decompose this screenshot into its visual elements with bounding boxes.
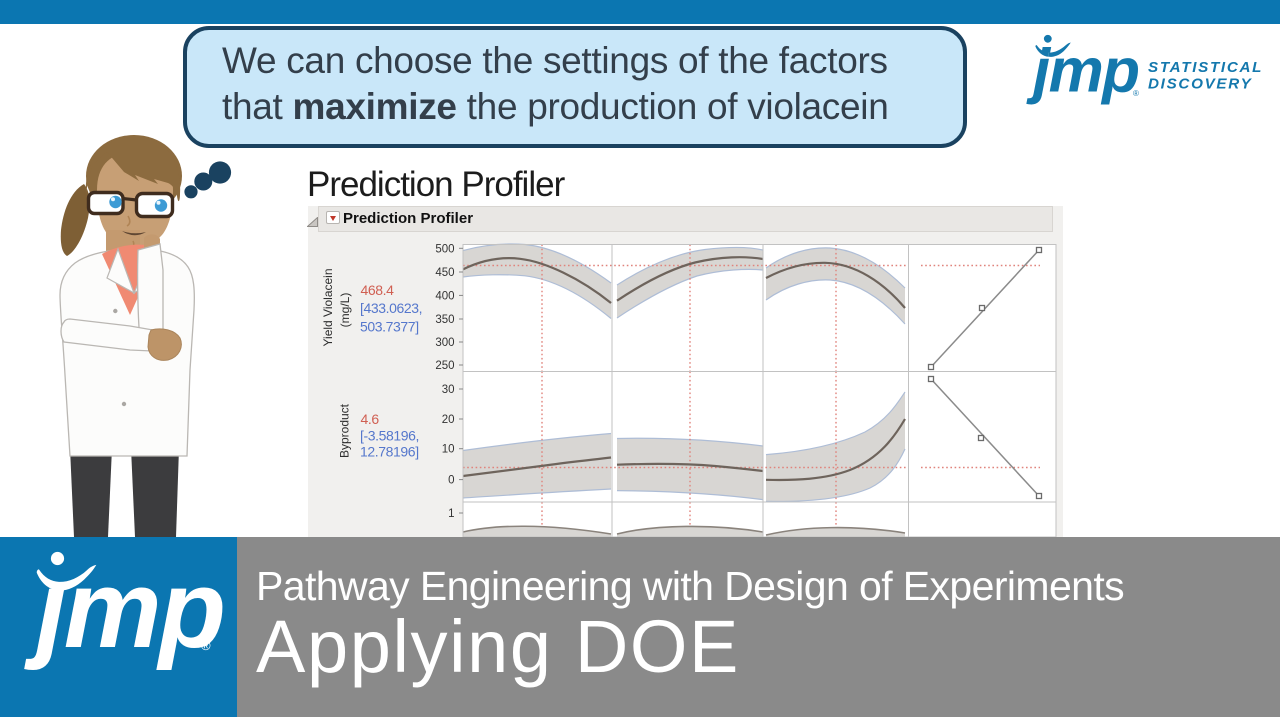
svg-text:503.7377]: 503.7377] [360, 319, 419, 335]
svg-text:®: ® [201, 638, 211, 653]
svg-text:20: 20 [442, 414, 455, 426]
svg-text:10: 10 [442, 444, 455, 456]
svg-text:Byproduct: Byproduct [338, 403, 352, 458]
svg-text:250: 250 [435, 360, 454, 372]
svg-text:®: ® [1133, 89, 1139, 98]
svg-text:0: 0 [448, 475, 454, 487]
svg-text:4.6: 4.6 [361, 411, 380, 427]
svg-text:jmp: jmp [1026, 36, 1138, 105]
svg-text:STATISTICAL: STATISTICAL [1148, 59, 1263, 76]
svg-text:12.78196]: 12.78196] [360, 444, 419, 460]
svg-text:350: 350 [435, 314, 454, 326]
svg-text:[433.0623,: [433.0623, [360, 300, 422, 316]
svg-text:300: 300 [435, 337, 454, 349]
svg-text:500: 500 [435, 243, 454, 255]
svg-text:DISCOVERY: DISCOVERY [1148, 76, 1253, 93]
svg-text:(mg/L): (mg/L) [338, 293, 352, 328]
svg-text:468.4: 468.4 [361, 282, 395, 298]
svg-text:Yield Violacein: Yield Violacein [321, 268, 335, 346]
svg-text:1: 1 [448, 508, 454, 520]
svg-text:30: 30 [442, 384, 455, 396]
svg-text:[-3.58196,: [-3.58196, [360, 428, 419, 444]
svg-text:400: 400 [435, 290, 454, 302]
svg-text:450: 450 [435, 267, 454, 279]
